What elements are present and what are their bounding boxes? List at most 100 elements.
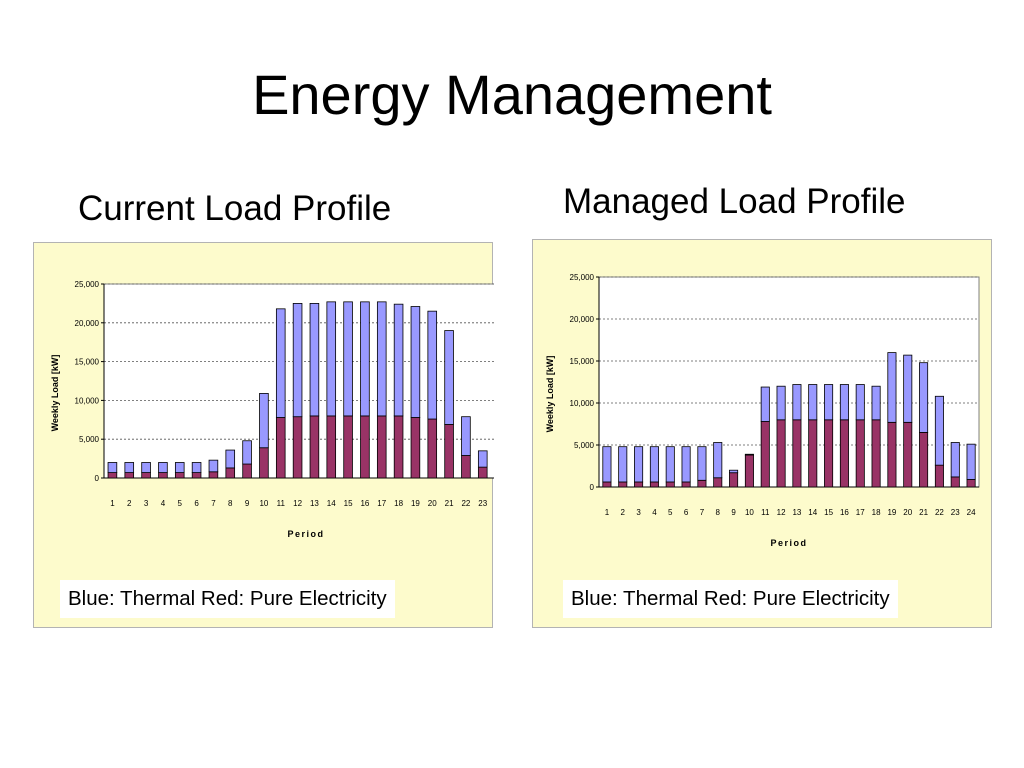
x-tick-label: 18 — [394, 499, 403, 508]
bar-electricity — [665, 481, 675, 488]
bar-thermal — [903, 354, 913, 423]
x-tick-label: 20 — [903, 508, 912, 517]
bar-thermal — [343, 301, 353, 417]
x-tick-label: 8 — [716, 508, 721, 517]
bar-thermal — [326, 301, 337, 417]
bar-thermal — [376, 301, 387, 417]
y-tick-label: 20,000 — [75, 319, 100, 328]
bar-electricity — [393, 415, 404, 479]
bar-electricity — [326, 415, 337, 479]
bar-electricity — [292, 416, 303, 479]
bar-thermal — [602, 446, 612, 483]
bar-electricity — [141, 472, 151, 479]
x-tick-label: 19 — [411, 499, 420, 508]
bar-electricity — [871, 419, 881, 488]
x-tick-label: 12 — [777, 508, 786, 517]
x-tick-label: 3 — [636, 508, 641, 517]
bar-electricity — [618, 481, 628, 488]
x-tick-label: 4 — [652, 508, 657, 517]
x-tick-label: 23 — [478, 499, 487, 508]
bar-electricity — [950, 476, 960, 488]
bar-electricity — [259, 447, 269, 479]
x-tick-label: 21 — [919, 508, 928, 517]
y-tick-label: 0 — [95, 474, 100, 483]
bar-electricity — [903, 421, 913, 488]
bar-electricity — [107, 472, 118, 479]
x-tick-label: 10 — [259, 499, 268, 508]
bar-thermal — [760, 386, 770, 422]
bar-electricity — [174, 472, 185, 479]
bar-thermal — [776, 385, 786, 421]
y-tick-label: 25,000 — [75, 280, 100, 289]
bar-thermal — [871, 385, 881, 421]
bar-thermal — [208, 459, 219, 473]
bar-thermal — [427, 310, 438, 420]
y-tick-label: 25,000 — [570, 273, 595, 282]
bar-electricity — [729, 472, 739, 488]
x-tick-label: 2 — [127, 499, 132, 508]
y-tick-label: 10,000 — [75, 396, 100, 405]
bar-electricity — [966, 479, 976, 488]
bar-thermal — [309, 303, 320, 417]
y-tick-label: 5,000 — [79, 435, 100, 444]
bar-electricity — [634, 481, 644, 488]
bar-thermal — [410, 306, 421, 418]
x-tick-label: 23 — [951, 508, 960, 517]
bar-thermal — [950, 442, 960, 478]
bar-electricity — [477, 466, 488, 479]
x-axis-title: Period — [770, 538, 807, 548]
bar-electricity — [681, 481, 691, 488]
x-tick-label: 18 — [872, 508, 881, 517]
bar-thermal — [713, 442, 723, 479]
x-tick-label: 2 — [621, 508, 626, 517]
bar-electricity — [934, 464, 944, 488]
y-tick-label: 20,000 — [570, 315, 595, 324]
x-tick-label: 21 — [445, 499, 454, 508]
x-tick-label: 15 — [824, 508, 833, 517]
bar-electricity — [887, 421, 897, 488]
bar-thermal — [839, 384, 849, 421]
bar-thermal — [225, 449, 236, 469]
bar-thermal — [934, 395, 944, 466]
x-tick-label: 16 — [840, 508, 849, 517]
bar-electricity — [191, 472, 202, 479]
x-tick-label: 5 — [668, 508, 673, 517]
bar-electricity — [309, 415, 320, 479]
y-tick-label: 15,000 — [75, 358, 100, 367]
bar-thermal — [292, 303, 303, 418]
x-tick-label: 22 — [935, 508, 944, 517]
x-tick-label: 4 — [161, 499, 166, 508]
bar-thermal — [681, 446, 691, 483]
bar-electricity — [824, 419, 834, 488]
bar-thermal — [808, 384, 818, 421]
x-tick-label: 7 — [700, 508, 705, 517]
x-tick-label: 11 — [761, 508, 770, 517]
x-tick-label: 17 — [856, 508, 865, 517]
x-tick-label: 14 — [327, 499, 336, 508]
bar-thermal — [618, 446, 628, 483]
x-tick-label: 3 — [144, 499, 149, 508]
bar-thermal — [191, 462, 202, 473]
x-tick-label: 24 — [967, 508, 976, 517]
x-tick-label: 6 — [684, 508, 689, 517]
x-tick-label: 6 — [194, 499, 199, 508]
bar-electricity — [376, 415, 387, 479]
bar-thermal — [744, 453, 754, 456]
bar-thermal — [275, 308, 286, 418]
bar-thermal — [665, 446, 675, 483]
x-tick-label: 1 — [605, 508, 610, 517]
bar-thermal — [887, 352, 897, 423]
bar-electricity — [760, 421, 770, 488]
bar-electricity — [744, 454, 754, 488]
bar-thermal — [824, 384, 834, 421]
bar-electricity — [360, 415, 370, 479]
bar-electricity — [242, 463, 252, 479]
x-tick-label: 9 — [245, 499, 250, 508]
bar-thermal — [393, 303, 404, 417]
x-tick-label: 15 — [344, 499, 353, 508]
x-tick-label: 12 — [293, 499, 302, 508]
x-tick-label: 13 — [792, 508, 801, 517]
bar-thermal — [477, 450, 488, 468]
